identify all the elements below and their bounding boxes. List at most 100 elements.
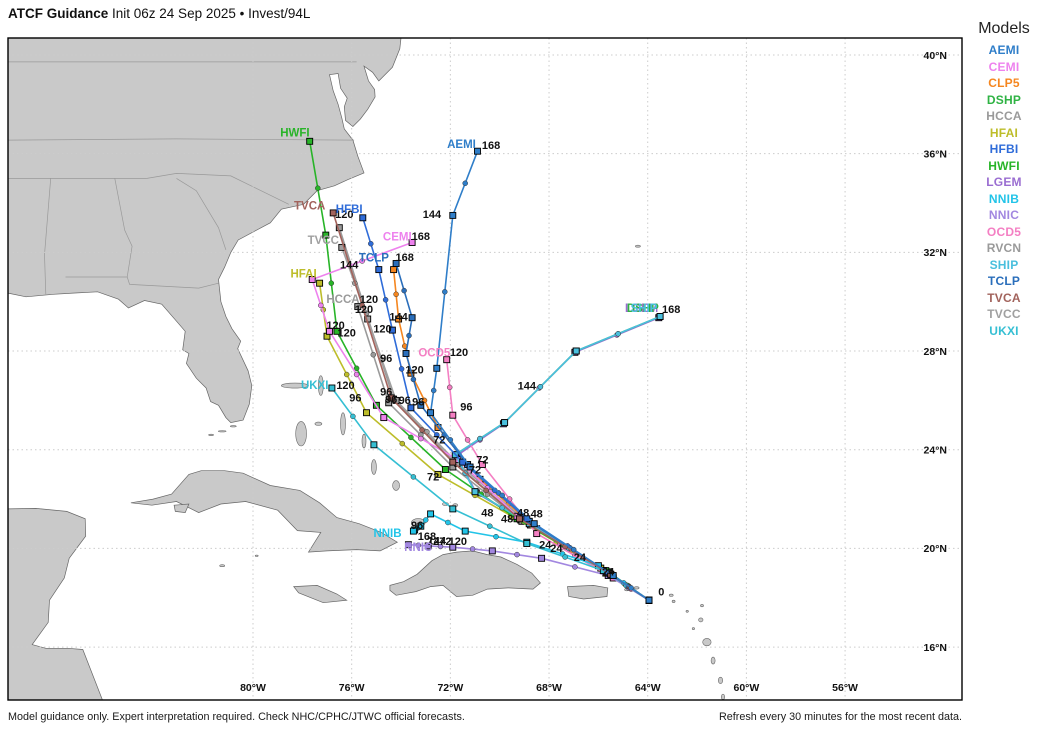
hour-label-tvcc-144: 144 xyxy=(340,260,359,272)
legend-item-rvcn: RVCN xyxy=(986,241,1022,255)
hour-label-hfbi-120: 120 xyxy=(373,324,391,336)
lat-tick-label: 40°N xyxy=(924,50,947,62)
island-16 xyxy=(691,627,695,630)
track-12h-dot xyxy=(370,351,377,358)
track-24h-marker xyxy=(471,488,479,496)
track-24h-marker xyxy=(656,313,664,320)
island-25 xyxy=(218,430,227,433)
landmass-isla-juventud xyxy=(173,503,190,513)
island-28 xyxy=(254,554,259,557)
track-12h-dot xyxy=(628,585,634,591)
lat-tick-label: 32°N xyxy=(924,247,947,259)
track-12h-dot xyxy=(353,371,360,378)
hour-label-ocd5-120: 120 xyxy=(450,347,468,359)
island-18 xyxy=(698,617,704,623)
track-12h-dot xyxy=(514,551,520,558)
lon-tick-label: 76°W xyxy=(339,682,365,694)
island-0 xyxy=(280,382,309,389)
model-label-cemi: CEMI xyxy=(383,231,412,243)
hour-label-tvca-96: 96 xyxy=(380,387,392,399)
hour-label-48: 48 xyxy=(517,507,529,519)
island-13 xyxy=(668,593,674,597)
island-15 xyxy=(685,609,689,613)
legend-item-clp5: CLP5 xyxy=(988,76,1020,90)
track-24h-marker xyxy=(370,441,378,449)
model-label-ocd5: OCD5 xyxy=(418,347,451,359)
model-label-ukxi: UKXI xyxy=(301,380,328,392)
track-24h-marker xyxy=(387,394,395,402)
track-12h-dot xyxy=(353,365,360,372)
track-24h-marker xyxy=(427,510,435,518)
hour-label-cemi-168: 168 xyxy=(412,231,430,243)
lat-tick-label: 24°N xyxy=(924,445,947,457)
track-24h-marker xyxy=(488,547,496,555)
island-24 xyxy=(230,425,237,428)
track-12h-dot xyxy=(406,332,412,339)
track-12h-dot xyxy=(368,240,374,247)
track-24h-marker xyxy=(441,466,449,473)
track-24h-marker xyxy=(322,231,330,239)
island-21 xyxy=(717,676,723,684)
track-24h-marker xyxy=(329,209,337,217)
track-24h-marker xyxy=(392,260,400,267)
track-12h-dot xyxy=(483,487,489,494)
legend-item-tclp: TCLP xyxy=(987,274,1021,288)
hour-label-aemi-120: 120 xyxy=(405,364,423,376)
landmass-yucatan-central-america xyxy=(8,508,103,700)
landmass-cuba xyxy=(130,470,399,553)
track-24h-marker xyxy=(449,458,457,466)
state-border xyxy=(114,178,133,278)
title-init-info: Init 06z 24 Sep 2025 • Invest/94L xyxy=(108,6,311,21)
island-12 xyxy=(633,586,640,590)
island-14 xyxy=(671,599,676,603)
track-24h-marker xyxy=(404,541,412,549)
track-24h-marker xyxy=(449,543,457,551)
landmass-us-mainland xyxy=(8,38,402,423)
track-24h-marker xyxy=(449,505,457,513)
legend-items: AEMI CEMI CLP5 DSHP HCCA HFAI HFBI HWFI LGEM NNIB… xyxy=(962,42,1046,339)
page-title: ATCF Guidance Init 06z 24 Sep 2025 • Inv… xyxy=(8,6,310,21)
track-12h-dot xyxy=(442,289,448,295)
track-24h-marker xyxy=(308,276,316,283)
lat-tick-label: 28°N xyxy=(924,346,947,358)
island-6 xyxy=(371,459,377,475)
track-12h-dot xyxy=(615,331,621,337)
state-borders-layer xyxy=(8,61,357,295)
hour-label-24: 24 xyxy=(574,552,587,564)
track-12h-dot xyxy=(430,387,437,394)
track-12h-dot xyxy=(359,302,365,309)
lon-tick-label: 56°W xyxy=(832,682,858,694)
land-layer xyxy=(8,38,725,700)
track-12h-dot xyxy=(572,564,578,570)
hour-label-120: 120 xyxy=(355,304,373,316)
disclaimer-text: Model guidance only. Expert interpretati… xyxy=(8,711,465,723)
legend-item-hfbi: HFBI xyxy=(989,142,1019,156)
hour-label-nnic-72: 72 xyxy=(439,536,451,548)
track-12h-dot xyxy=(408,434,414,441)
hour-label-aemi-168: 168 xyxy=(482,140,500,152)
track-12h-dot xyxy=(328,280,335,286)
hour-label-ocd5-96: 96 xyxy=(460,401,472,413)
state-border xyxy=(65,276,219,289)
track-12h-dot xyxy=(487,523,493,529)
landmass-hispaniola xyxy=(389,550,541,597)
track-12h-dot xyxy=(419,427,425,433)
track-12h-dot xyxy=(437,543,444,550)
track-12h-dot xyxy=(401,287,407,294)
track-12h-dot xyxy=(421,397,428,404)
track-12h-dot xyxy=(410,474,417,480)
island-17 xyxy=(700,604,704,608)
state-border xyxy=(44,178,52,295)
island-3 xyxy=(340,412,346,436)
hour-label-tvca-120: 120 xyxy=(335,209,353,221)
track-24h-marker xyxy=(434,470,442,478)
track-24h-marker xyxy=(478,461,486,468)
legend-item-aemi: AEMI xyxy=(988,43,1020,57)
island-19 xyxy=(702,638,712,647)
legend-title: Models xyxy=(978,20,1030,37)
model-label-lgem: LGEM xyxy=(625,303,658,315)
track-12h-dot xyxy=(418,435,424,442)
track-12h-dot xyxy=(350,413,356,420)
